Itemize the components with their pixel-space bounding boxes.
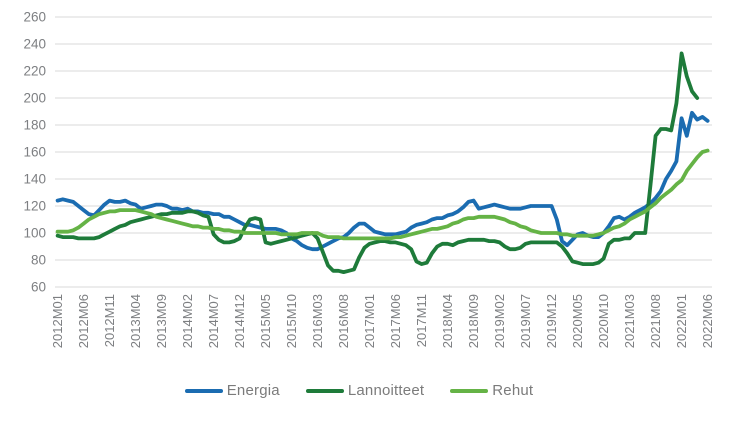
y-axis-tick-label: 60 bbox=[31, 280, 46, 295]
x-axis-tick-label: 2015M10 bbox=[284, 294, 299, 348]
legend-item-lannoitteet: Lannoitteet bbox=[305, 382, 425, 399]
x-axis-tick-label: 2019M02 bbox=[492, 294, 507, 348]
chart-legend: Energia Lannoitteet Rehut bbox=[0, 382, 724, 399]
x-axis-tick-label: 2012M01 bbox=[50, 294, 65, 348]
x-axis-tick-label: 2022M01 bbox=[674, 294, 689, 348]
x-axis-tick-label: 2019M12 bbox=[544, 294, 559, 348]
y-axis-tick-label: 180 bbox=[23, 118, 46, 133]
y-axis-tick-label: 200 bbox=[23, 91, 46, 106]
legend-label-lannoitteet: Lannoitteet bbox=[347, 382, 425, 399]
y-axis-tick-label: 240 bbox=[23, 37, 46, 52]
x-axis-tick-label: 2019M07 bbox=[518, 294, 533, 348]
y-axis-tick-label: 140 bbox=[23, 172, 46, 187]
x-axis-tick-label: 2014M07 bbox=[206, 294, 221, 348]
y-axis-tick-label: 160 bbox=[23, 145, 46, 160]
x-axis-tick-label: 2012M11 bbox=[102, 294, 117, 347]
x-axis-tick-label: 2012M06 bbox=[76, 294, 91, 348]
series-line-lannoitteet bbox=[55, 51, 700, 275]
x-axis-tick-label: 2021M08 bbox=[648, 294, 663, 348]
x-axis-tick-label: 2017M06 bbox=[388, 294, 403, 348]
legend-item-energia: Energia bbox=[184, 382, 280, 399]
x-axis-tick-label: 2014M12 bbox=[232, 294, 247, 348]
x-axis-tick-label: 2013M09 bbox=[154, 294, 169, 348]
legend-label-rehut: Rehut bbox=[492, 382, 534, 399]
legend-item-rehut: Rehut bbox=[450, 382, 533, 399]
x-axis-tick-label: 2017M11 bbox=[414, 294, 429, 347]
legend-swatch-rehut bbox=[450, 388, 489, 393]
x-axis-tick-label: 2016M03 bbox=[310, 294, 325, 348]
x-axis-tick-label: 2022M06 bbox=[700, 294, 715, 348]
y-axis-tick-label: 220 bbox=[23, 64, 46, 79]
price-index-line-chart: 260 240 220 200 180 160 140 120 100 80 60 2012M01 20… bbox=[23, 10, 715, 349]
y-axis-tick-label: 260 bbox=[23, 10, 46, 25]
x-axis-tick-label: 2016M08 bbox=[336, 294, 351, 348]
series-line-energia bbox=[55, 110, 710, 252]
x-axis-tick-label: 2015M05 bbox=[258, 294, 273, 348]
y-axis-tick-label: 120 bbox=[23, 199, 46, 214]
x-axis-tick-label: 2018M04 bbox=[440, 294, 455, 348]
legend-swatch-lannoitteet bbox=[305, 388, 344, 393]
x-axis-tick-label: 2018M09 bbox=[466, 294, 481, 348]
x-axis-tick-label: 2013M04 bbox=[128, 294, 143, 348]
legend-label-energia: Energia bbox=[226, 382, 280, 399]
y-axis-tick-label: 100 bbox=[23, 226, 46, 241]
x-axis-tick-label: 2020M05 bbox=[570, 294, 585, 348]
x-axis-tick-label: 2021M03 bbox=[622, 294, 637, 348]
y-axis-tick-label: 80 bbox=[31, 253, 46, 268]
legend-swatch-energia bbox=[184, 388, 223, 393]
series-line-rehut bbox=[55, 148, 710, 241]
x-axis-tick-label: 2020M10 bbox=[596, 294, 611, 348]
x-axis-tick-label: 2017M01 bbox=[362, 294, 377, 348]
x-axis-tick-label: 2014M02 bbox=[180, 294, 195, 348]
